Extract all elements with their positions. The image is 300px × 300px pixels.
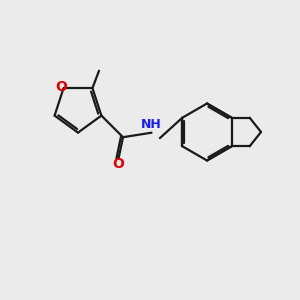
Text: O: O [112,157,124,171]
Text: O: O [55,80,67,94]
Text: NH: NH [141,118,162,131]
